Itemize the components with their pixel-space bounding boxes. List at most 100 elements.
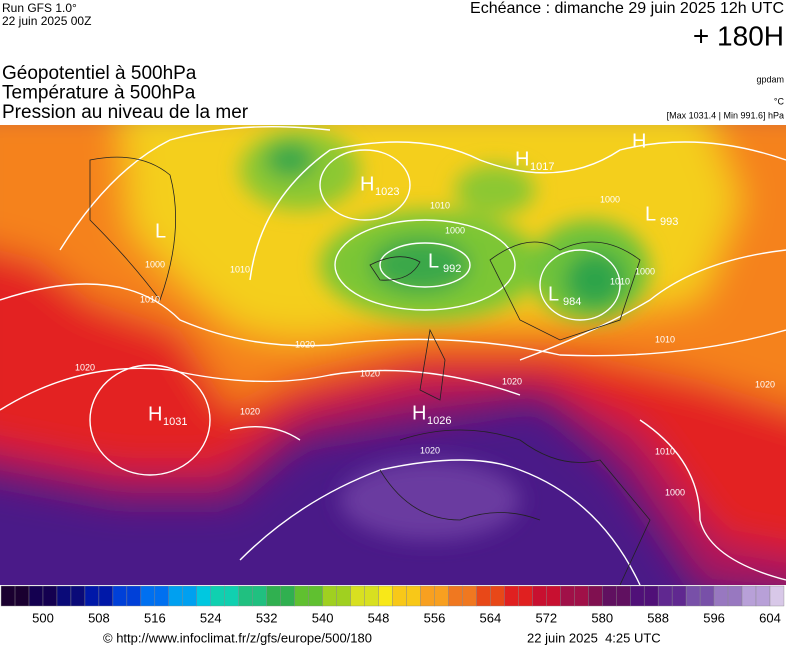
isobar-label: 1010 bbox=[655, 446, 675, 456]
colorbar-label: 508 bbox=[88, 610, 110, 625]
colorbar-swatch bbox=[406, 585, 421, 607]
colorbar-swatch bbox=[364, 585, 379, 607]
isobar-label: 1010 bbox=[610, 276, 630, 286]
center-value: 1017 bbox=[530, 161, 554, 173]
colorbar-swatch bbox=[671, 585, 687, 607]
run-date: 22 juin 2025 00Z bbox=[2, 14, 91, 28]
colorbar-swatch bbox=[350, 585, 365, 607]
colorbar-swatch bbox=[140, 585, 156, 607]
colorbar-label: 572 bbox=[535, 610, 557, 625]
center-value: 1031 bbox=[163, 416, 187, 428]
colorbar-swatch bbox=[685, 585, 701, 607]
center-value: 1026 bbox=[427, 415, 451, 427]
isobar-label: 1000 bbox=[635, 266, 655, 276]
colorbar-swatch bbox=[252, 585, 267, 607]
colorbar-swatch bbox=[294, 585, 309, 607]
colorbar-swatch bbox=[699, 585, 715, 607]
isobar-label: 1000 bbox=[445, 225, 465, 235]
colorbar-swatch bbox=[434, 585, 449, 607]
colorbar-swatch bbox=[713, 585, 729, 607]
center-letter: H bbox=[632, 130, 646, 152]
isobar-label: 1020 bbox=[240, 406, 260, 416]
colorbar-label: 588 bbox=[647, 610, 669, 625]
colorbar-swatch bbox=[546, 585, 561, 607]
map-field bbox=[0, 125, 786, 585]
colorbar-swatch bbox=[210, 585, 225, 607]
colorbar-swatch bbox=[322, 585, 337, 607]
footer-generated: 22 juin 2025 4:25 UTC bbox=[527, 630, 661, 645]
lead-time: + 180H bbox=[693, 20, 784, 51]
colorbar-swatch bbox=[266, 585, 281, 607]
center-letter: H bbox=[412, 402, 426, 424]
colorbar-swatch bbox=[182, 585, 197, 607]
colorbar-swatch bbox=[629, 585, 645, 607]
colorbar-swatch bbox=[126, 585, 142, 607]
isobar-label: 1020 bbox=[502, 376, 522, 386]
colorbar-swatch bbox=[462, 585, 477, 607]
colorbar-label: 540 bbox=[312, 610, 334, 625]
colorbar-swatch bbox=[238, 585, 253, 607]
colorbar-swatch bbox=[308, 585, 323, 607]
colorbar-swatch bbox=[574, 585, 589, 607]
isobar-label: 1020 bbox=[360, 368, 380, 378]
isobar-label: 1020 bbox=[75, 362, 95, 372]
colorbar-swatch bbox=[112, 585, 128, 607]
isobar-label: 1010 bbox=[430, 200, 450, 210]
colorbar-swatch bbox=[392, 585, 407, 607]
colorbar-swatch bbox=[518, 585, 533, 607]
colorbar-swatch bbox=[588, 585, 603, 607]
colorbar-swatch bbox=[168, 585, 184, 607]
map-title: Pression au niveau de la mer bbox=[2, 102, 249, 123]
isobar-label: 1020 bbox=[420, 445, 440, 455]
colorbar-swatch bbox=[196, 585, 211, 607]
colorbar-swatch bbox=[657, 585, 673, 607]
isobars bbox=[0, 125, 786, 585]
colorbar-label: 548 bbox=[368, 610, 390, 625]
colorbar-swatch bbox=[154, 585, 170, 607]
colorbar-label: 524 bbox=[200, 610, 222, 625]
colorbar-swatch bbox=[56, 585, 72, 607]
colorbar-label: 604 bbox=[759, 610, 781, 625]
colorbar-swatch bbox=[378, 585, 393, 607]
isobar-label: 1010 bbox=[140, 294, 160, 304]
unit-temperature: °C bbox=[774, 96, 785, 106]
colorbar-swatch bbox=[42, 585, 58, 607]
colorbar-swatch bbox=[420, 585, 435, 607]
isobar-label: 1010 bbox=[230, 264, 250, 274]
run-label: Run GFS 1.0° bbox=[2, 1, 77, 15]
colorbar-label: 580 bbox=[591, 610, 613, 625]
colorbar-swatch bbox=[769, 585, 785, 607]
colorbar-label: 532 bbox=[256, 610, 278, 625]
center-letter: L bbox=[645, 203, 656, 225]
footer-source: © http://www.infoclimat.fr/z/gfs/europe/… bbox=[103, 630, 372, 645]
center-letter: L bbox=[155, 220, 166, 242]
colorbar-label: 500 bbox=[32, 610, 54, 625]
isobar-label: 1000 bbox=[145, 259, 165, 269]
isobar-label: 1000 bbox=[600, 194, 620, 204]
colorbar-swatch bbox=[476, 585, 491, 607]
colorbar-swatch bbox=[14, 585, 30, 607]
isobar-label: 1010 bbox=[655, 334, 675, 344]
colorbar-swatch bbox=[336, 585, 351, 607]
unit-geopotential: gpdam bbox=[756, 74, 784, 84]
isobar-label: 1020 bbox=[755, 379, 775, 389]
colorbar bbox=[0, 585, 785, 607]
colorbar-swatch bbox=[727, 585, 743, 607]
colorbar-label: 516 bbox=[144, 610, 166, 625]
unit-pressure: [Max 1031.4 | Min 991.6] hPa bbox=[667, 110, 784, 120]
colorbar-swatch bbox=[490, 585, 505, 607]
center-letter: L bbox=[548, 283, 559, 305]
colorbar-swatch bbox=[532, 585, 547, 607]
valid-time: Echéance : dimanche 29 juin 2025 12h UTC bbox=[470, 0, 784, 17]
colorbar-swatch bbox=[28, 585, 44, 607]
isobar-label: 1000 bbox=[665, 487, 685, 497]
colorbar-swatch bbox=[224, 585, 239, 607]
center-value: 992 bbox=[443, 263, 461, 275]
colorbar-swatch bbox=[504, 585, 519, 607]
colorbar-swatch bbox=[448, 585, 463, 607]
isobar-label: 1020 bbox=[295, 339, 315, 349]
colorbar-swatch bbox=[602, 585, 617, 607]
map-title: Température à 500hPa bbox=[2, 83, 196, 104]
